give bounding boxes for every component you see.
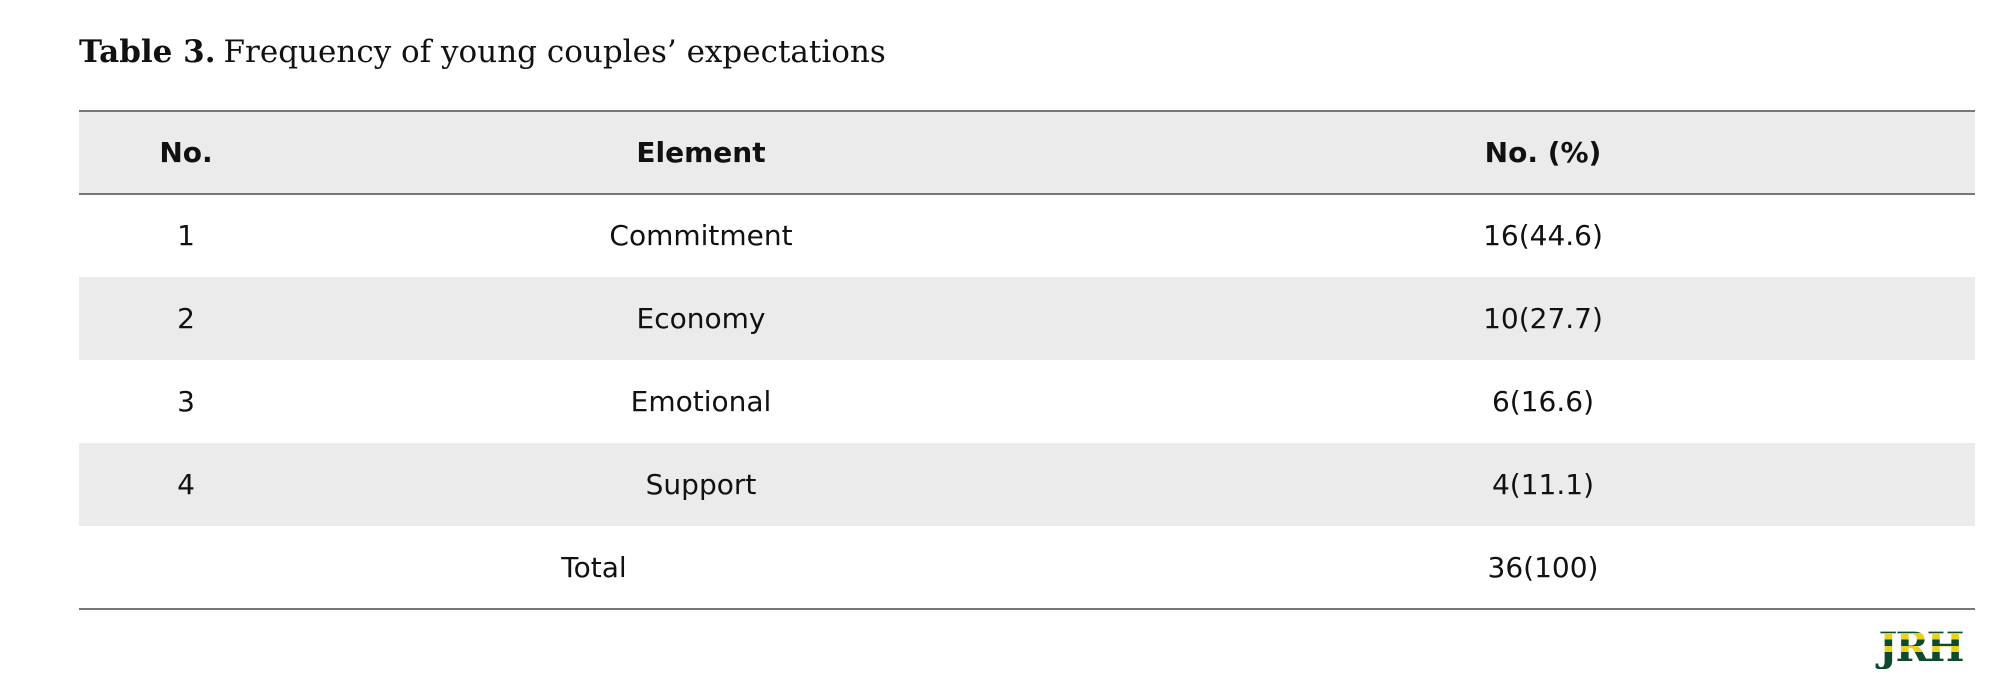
cell: 4(11.1): [1491, 468, 1595, 501]
table-row: 2 Economy 10(27.7): [79, 277, 1975, 360]
table-row: Total 36(100): [79, 526, 1975, 609]
caption: Table 3. Frequency of young couples’ expe…: [79, 34, 886, 70]
header-cell: No. (%): [1484, 136, 1602, 169]
table-row: 1 Commitment 16(44.6): [79, 194, 1975, 277]
cell: 16(44.6): [1483, 219, 1603, 252]
cell: 10(27.7): [1483, 302, 1603, 335]
rule: [79, 193, 1975, 195]
logo: JRH: [1866, 627, 1975, 669]
cell: Commitment: [609, 219, 793, 252]
total-value: 36(100): [1487, 551, 1599, 584]
cell: Support: [645, 468, 757, 501]
table-row: 4 Support 4(11.1): [79, 443, 1975, 526]
cell: 4: [177, 468, 195, 501]
caption-label: Table 3.: [79, 34, 216, 70]
cell: 2: [177, 302, 195, 335]
caption-text: Frequency of young couples’ expectations: [223, 34, 886, 70]
cell: Economy: [636, 302, 766, 335]
header-cell: Element: [636, 136, 766, 169]
cell: 6(16.6): [1491, 385, 1595, 418]
table-row: 3 Emotional 6(16.6): [79, 360, 1975, 443]
header-row: No. Element No. (%): [79, 111, 1975, 194]
total-label: Total: [561, 551, 627, 584]
header-cell: No.: [159, 136, 213, 169]
rule: [79, 110, 1975, 112]
cell: 1: [177, 219, 195, 252]
cell: Emotional: [630, 385, 772, 418]
rule: [79, 608, 1975, 610]
cell: 3: [177, 385, 195, 418]
